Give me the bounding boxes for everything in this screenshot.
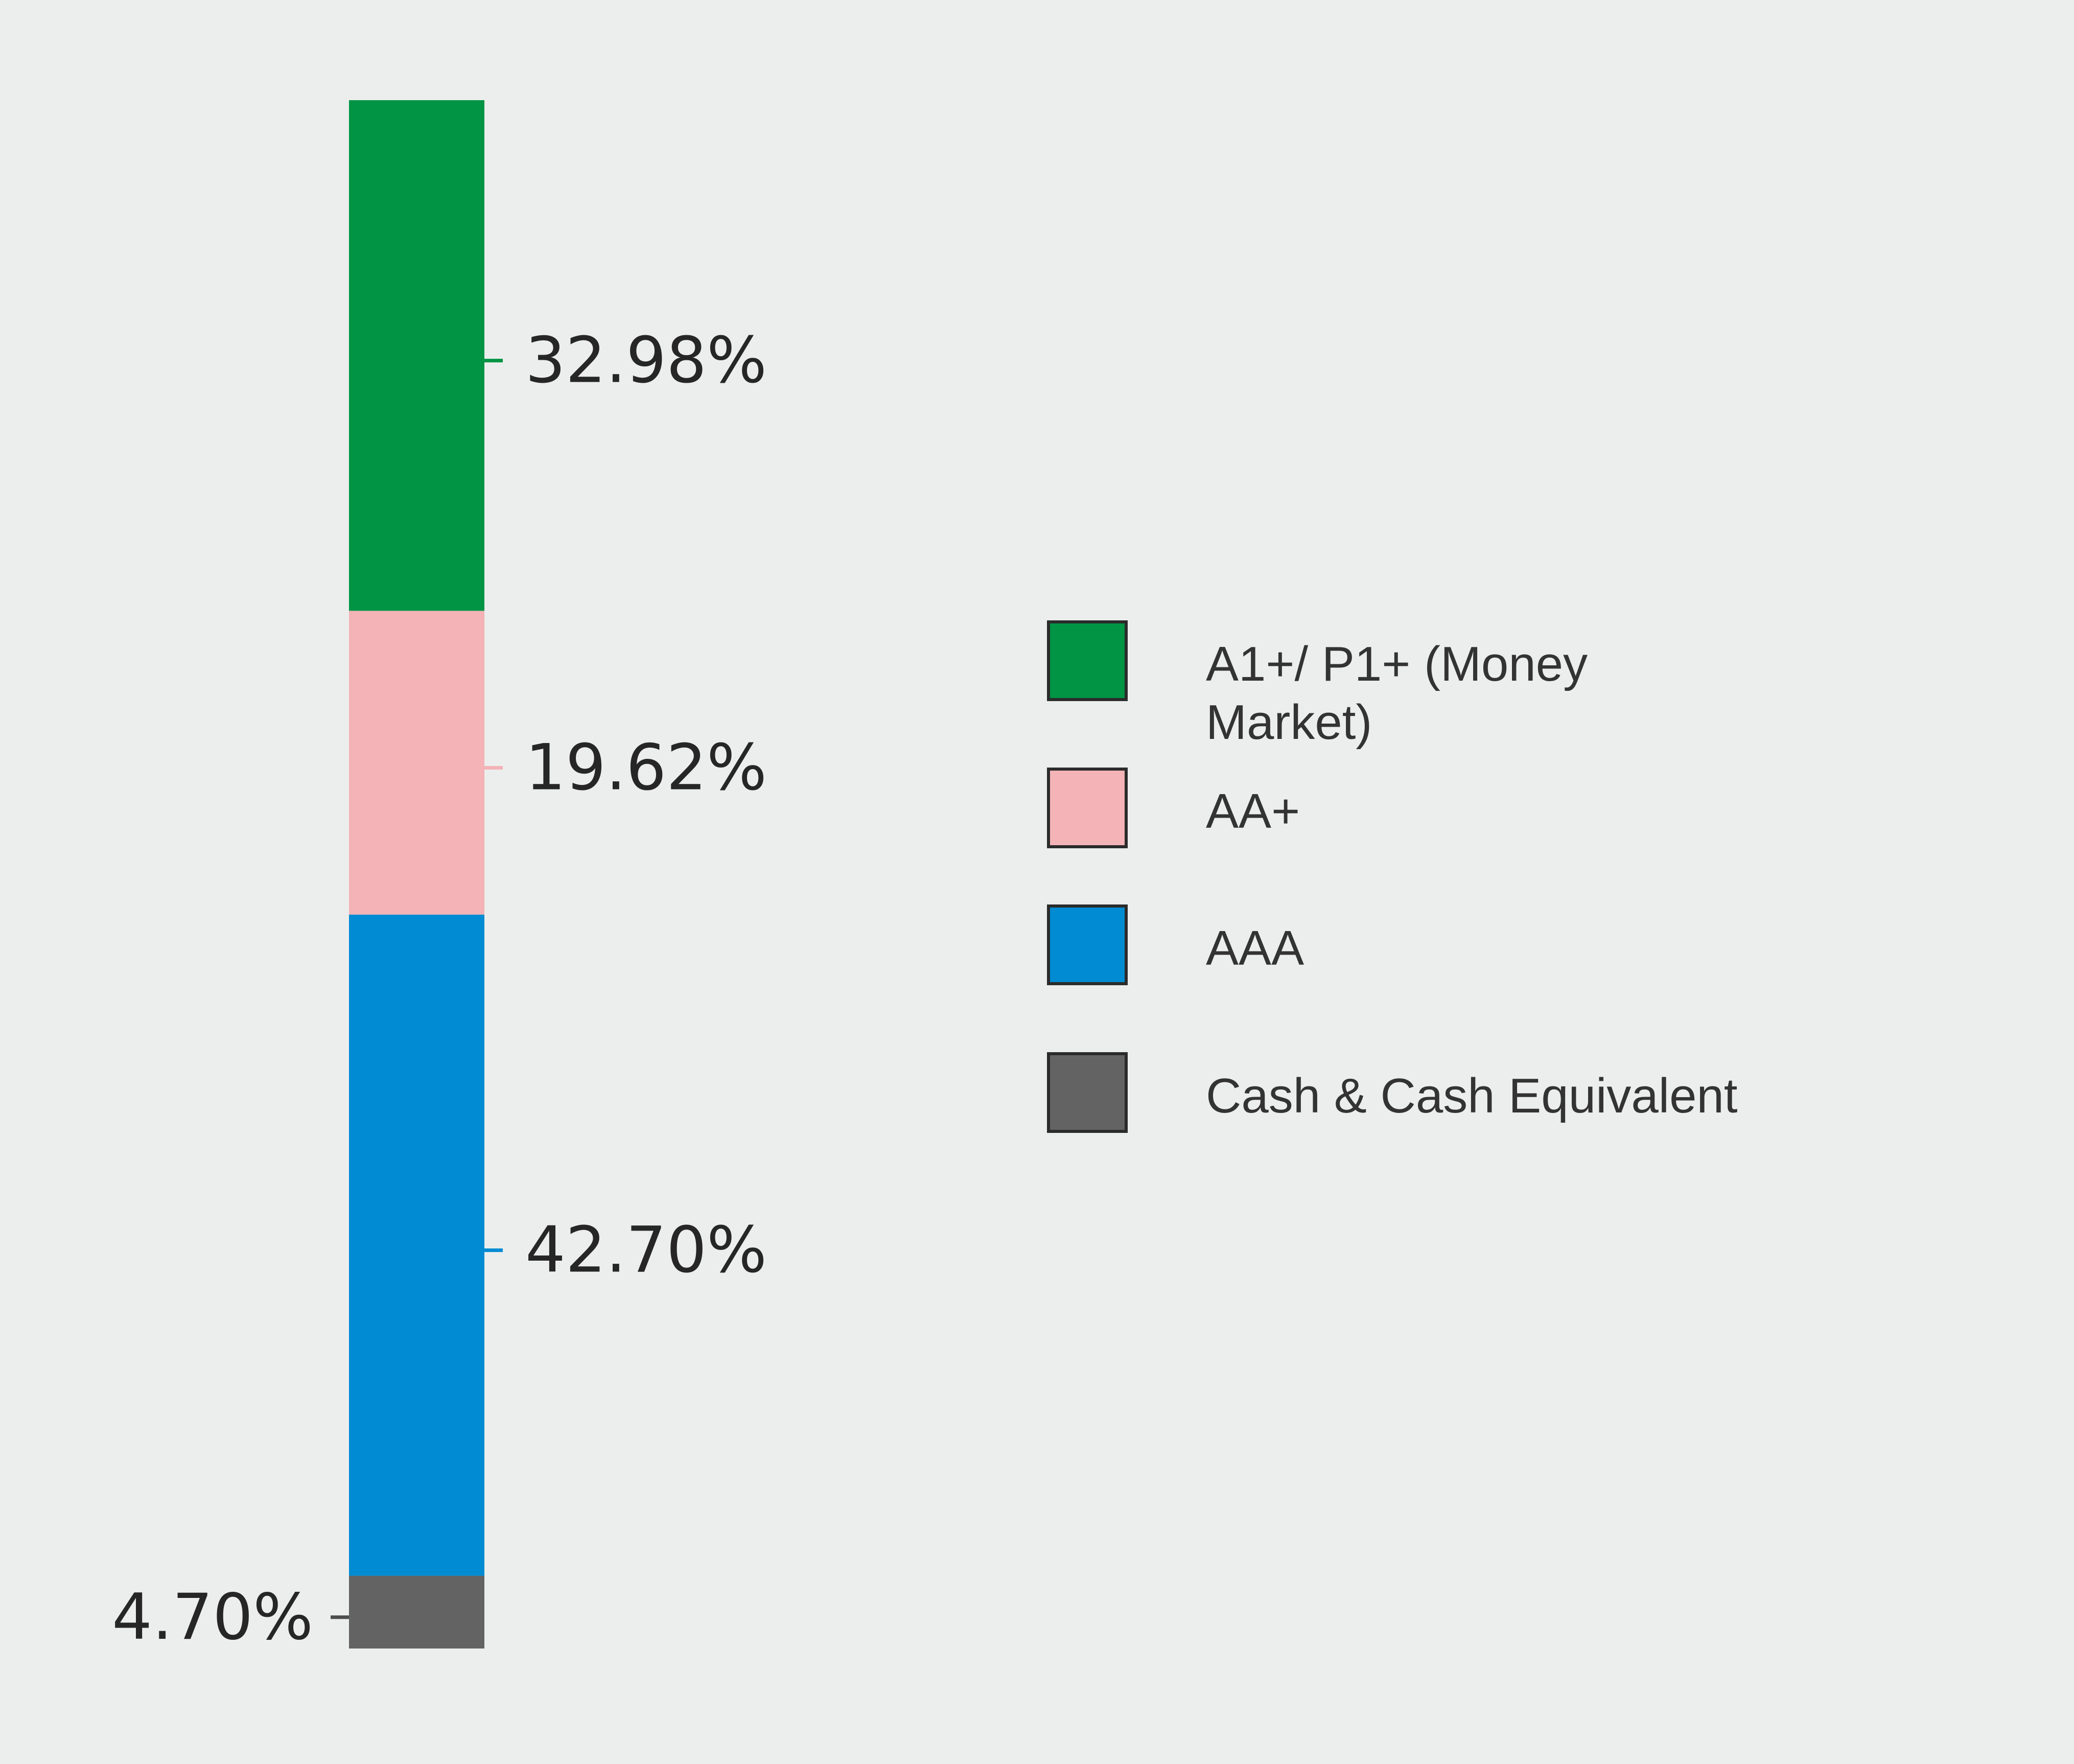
data-labels: 4.70% 42.70% 19.62% 32.98%	[112, 324, 767, 1654]
bar-segment-a1-p1-money-market	[349, 100, 484, 611]
legend-label-a1-p1-money-market-line-1: A1+/ P1+ (Money	[1206, 637, 1588, 691]
bar-segment-cash-cash-equivalent	[349, 1575, 484, 1649]
bar-segments	[349, 100, 484, 1649]
data-label-a1-p1-money-market: 32.98%	[525, 324, 767, 398]
legend-swatch-aa	[1047, 768, 1128, 848]
legend-label-cash-cash-equivalent: Cash & Cash Equivalent	[1206, 1069, 1738, 1123]
bar-segment-aaa	[349, 914, 484, 1576]
legend-swatch-a1-p1-money-market	[1047, 620, 1128, 701]
legend-swatch-aaa	[1047, 904, 1128, 985]
data-label-aa: 19.62%	[525, 731, 767, 805]
data-label-cash-cash-equivalent: 4.70%	[112, 1581, 313, 1654]
legend-swatch-cash-cash-equivalent	[1047, 1052, 1128, 1133]
legend-label-aaa: AAA	[1206, 921, 1304, 976]
bar-segment-aa	[349, 611, 484, 915]
legend-label-aa: AA+	[1206, 784, 1300, 839]
data-label-aaa: 42.70%	[525, 1214, 767, 1287]
legend-label-a1-p1-money-market-line-2: Market)	[1206, 695, 1372, 750]
